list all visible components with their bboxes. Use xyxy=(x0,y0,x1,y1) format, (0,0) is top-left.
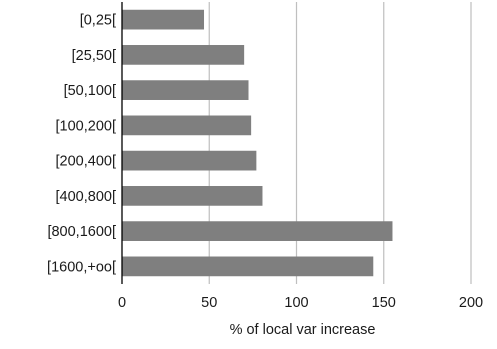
bars xyxy=(122,9,393,277)
x-tick-label-0: 0 xyxy=(118,295,126,311)
x-tick-label-100: 100 xyxy=(284,295,308,311)
category-labels: [0,25[ [25,50[ [50,100[ [100,200[ [200,400[ [… xyxy=(47,13,116,276)
bar-1 xyxy=(122,45,245,65)
bar-3 xyxy=(122,115,252,136)
category-label-1: [25,50[ xyxy=(72,48,116,64)
bar-4 xyxy=(122,150,257,171)
category-label-5: [400,800[ xyxy=(56,189,116,205)
x-axis-title: % of local var increase xyxy=(230,322,376,338)
gridlines xyxy=(208,2,472,284)
bar-2 xyxy=(122,80,249,100)
tick-labels: 0 50 100 150 200 xyxy=(118,295,483,311)
category-label-0: [0,25[ xyxy=(80,13,116,29)
category-label-6: [800,1600[ xyxy=(47,224,116,240)
category-label-4: [200,400[ xyxy=(56,154,116,170)
bar-5 xyxy=(122,186,263,206)
bar-0 xyxy=(122,9,205,30)
x-tick-label-200: 200 xyxy=(459,295,483,311)
x-tick-label-150: 150 xyxy=(372,295,396,311)
bar-7 xyxy=(122,256,374,277)
x-tick-label-50: 50 xyxy=(201,295,217,311)
category-label-2: [50,100[ xyxy=(64,83,116,99)
category-label-7: [1600,+oo[ xyxy=(47,259,116,275)
category-label-3: [100,200[ xyxy=(56,118,116,134)
bar-6 xyxy=(122,221,393,241)
